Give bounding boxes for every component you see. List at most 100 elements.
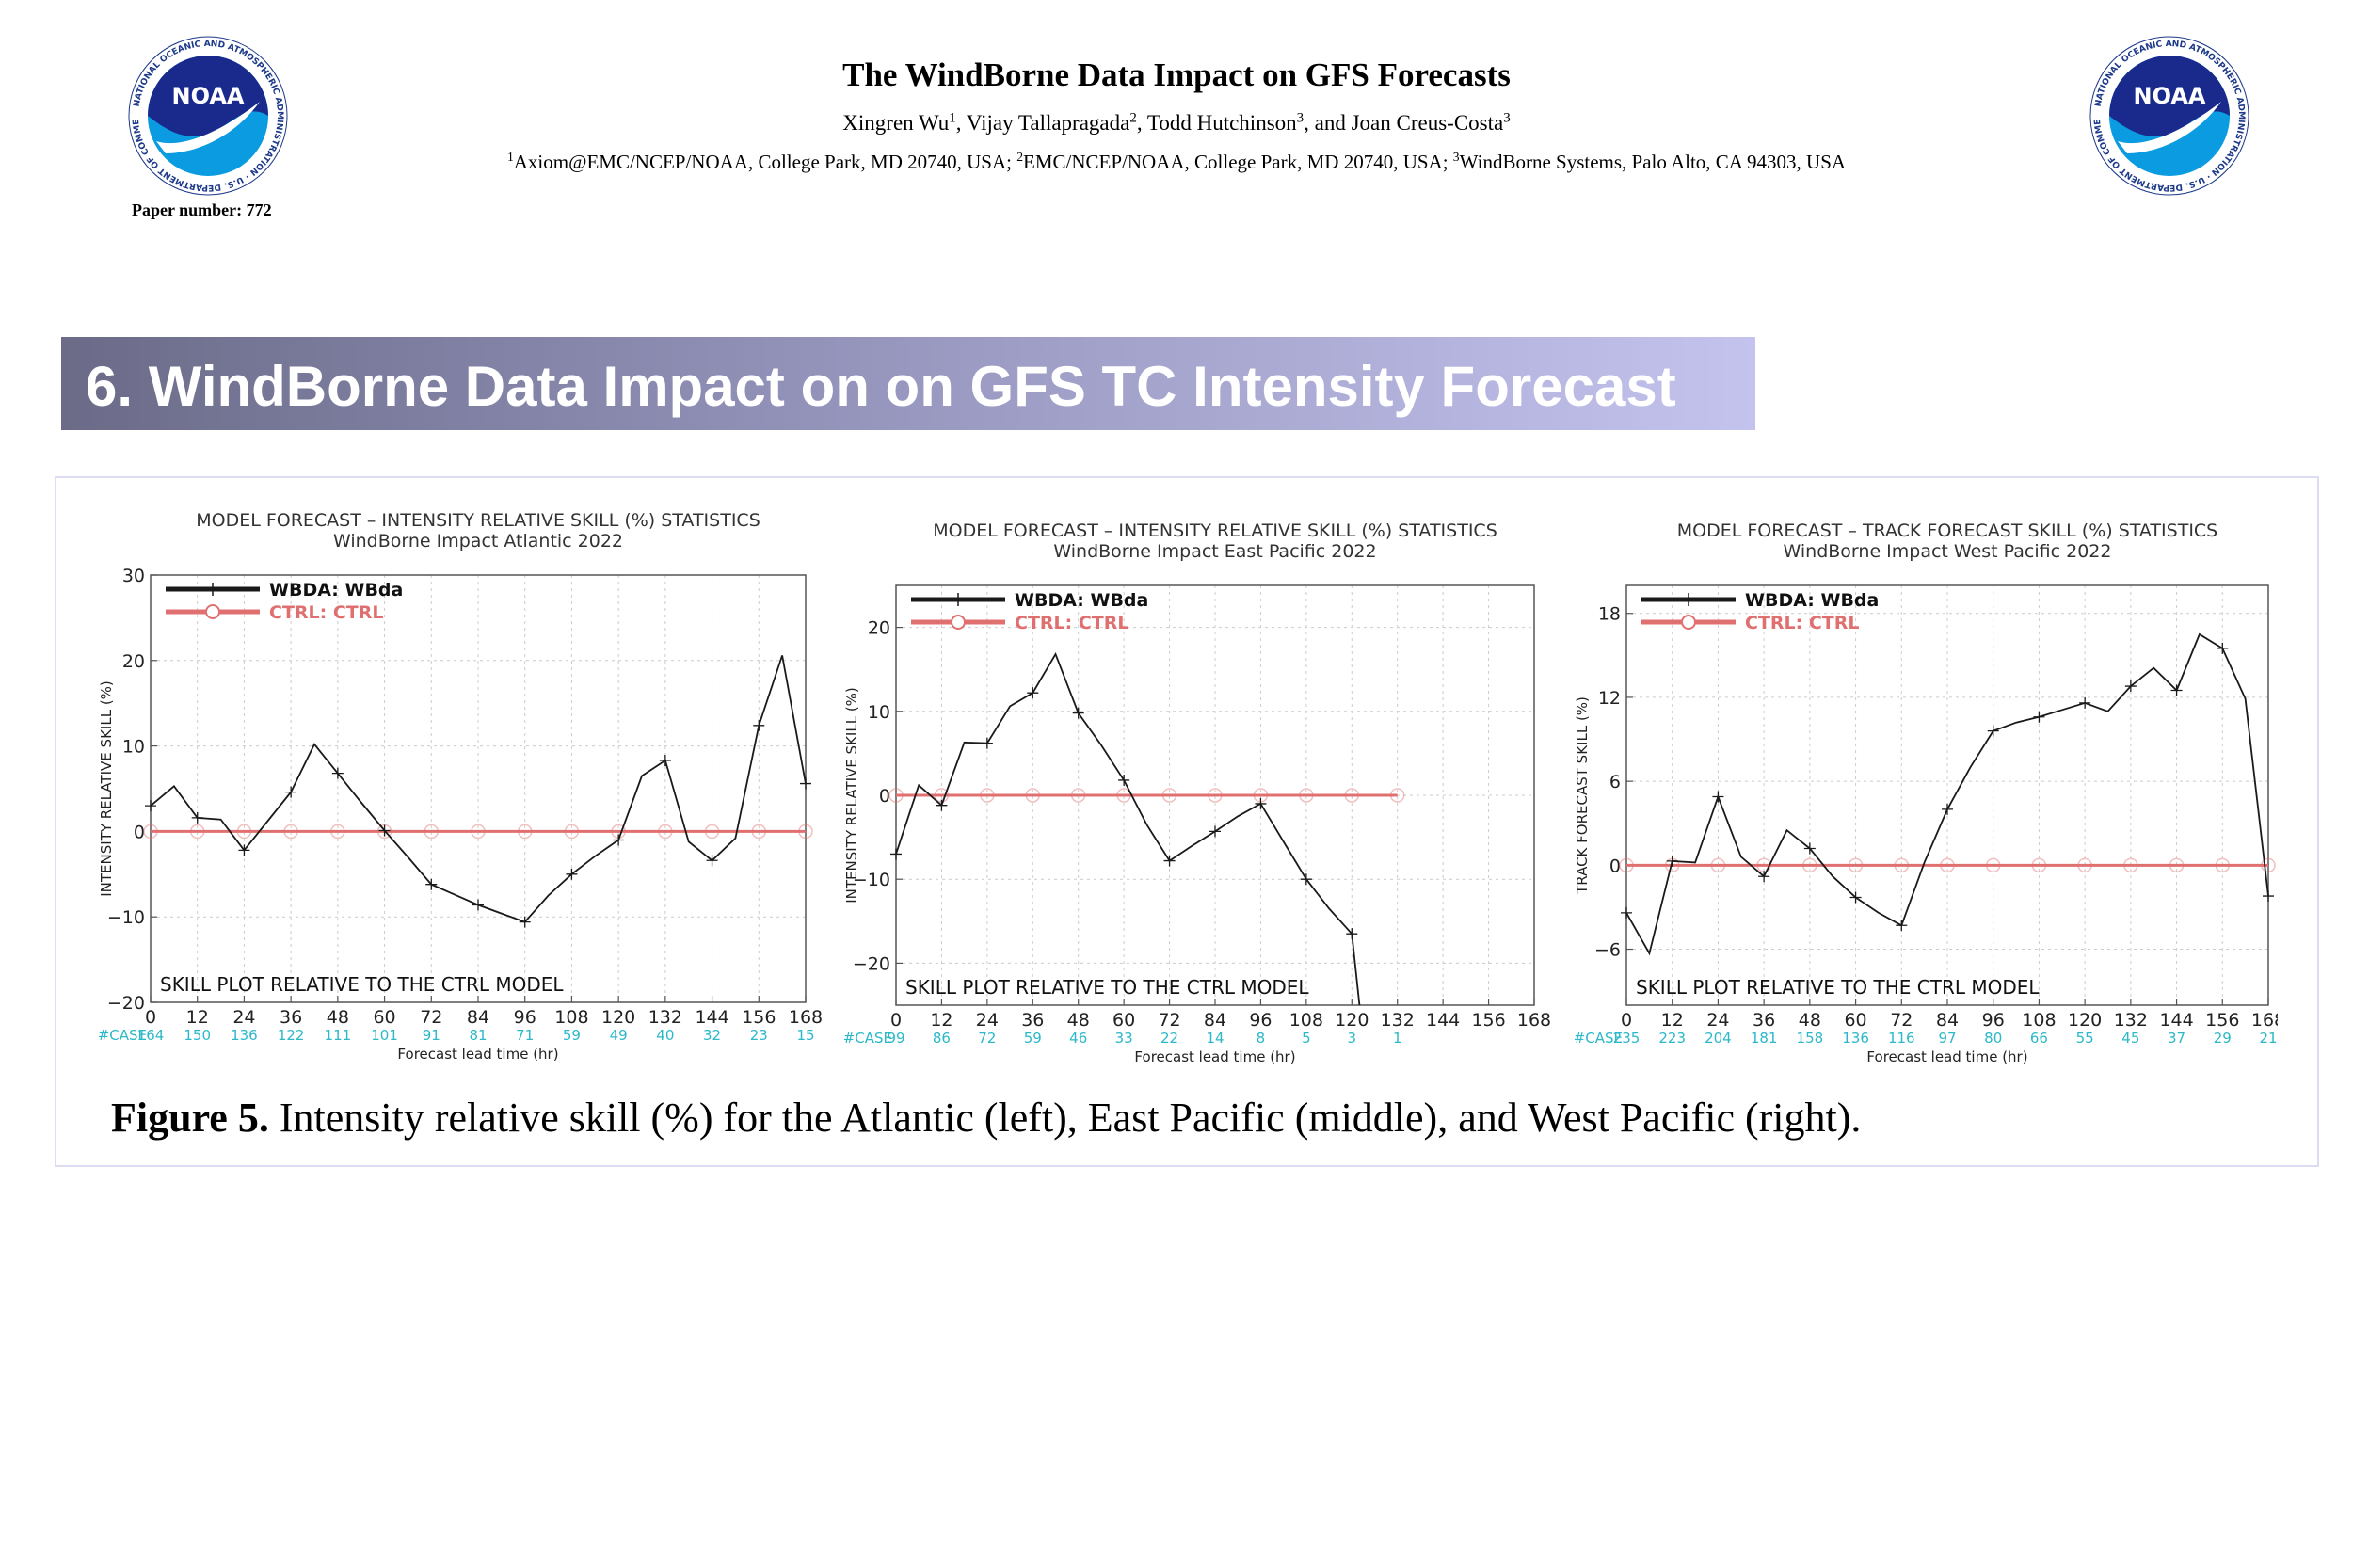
case-count: 23 (750, 1027, 768, 1044)
chart-east-pacific: MODEL FORECAST – INTENSITY RELATIVE SKIL… (843, 520, 1551, 1065)
x-tick-label: 12 (1661, 1010, 1684, 1031)
legend-ctrl-label: CTRL: CTRL (1015, 613, 1129, 633)
x-tick-label: 48 (1067, 1010, 1090, 1031)
legend-ctrl-label: CTRL: CTRL (269, 602, 384, 623)
wbda-point (800, 777, 811, 790)
case-count: 81 (469, 1027, 487, 1044)
wbda-point (238, 844, 250, 856)
wbda-point (191, 811, 203, 824)
y-axis-label: INTENSITY RELATIVE SKILL (%) (98, 680, 115, 897)
wbda-point (145, 800, 156, 812)
case-count: 59 (563, 1027, 581, 1044)
x-tick-label: 120 (2068, 1010, 2102, 1031)
ctrl-point (1389, 788, 1405, 803)
ctrl-point (1344, 788, 1360, 803)
chart-subtitle: WindBorne Impact West Pacific 2022 (1784, 541, 2112, 562)
x-tick-label: 24 (232, 1007, 255, 1028)
x-tick-label: 96 (514, 1007, 536, 1028)
x-tick-label: 60 (1844, 1010, 1866, 1031)
ctrl-point (517, 824, 533, 840)
chart-annotation: SKILL PLOT RELATIVE TO THE CTRL MODEL (160, 973, 564, 996)
x-tick-label: 48 (327, 1007, 349, 1028)
y-tick-label: −10 (853, 870, 890, 890)
case-count: 91 (423, 1027, 440, 1044)
wbda-point (613, 834, 625, 846)
wbda-point (331, 767, 344, 779)
x-tick-label: 60 (1112, 1010, 1135, 1031)
y-tick-label: −10 (107, 907, 145, 928)
case-count: 5 (1302, 1030, 1311, 1047)
wbda-point (2079, 696, 2091, 709)
case-count: 49 (610, 1027, 628, 1044)
wbda-point (566, 868, 578, 880)
x-tick-label: 96 (1982, 1010, 2005, 1031)
y-tick-label: 0 (134, 822, 145, 842)
legend-wbda-marker (952, 593, 965, 606)
wbda-point (1209, 825, 1221, 838)
legend-ctrl-marker (951, 615, 966, 630)
x-tick-label: 60 (373, 1007, 395, 1028)
legend-wbda-marker (206, 583, 219, 596)
x-tick-label: 36 (1753, 1010, 1775, 1031)
chart-atlantic: MODEL FORECAST – INTENSITY RELATIVE SKIL… (98, 510, 823, 1063)
noaa-emblem-icon: NATIONAL OCEANIC AND ATMOSPHERIC ADMINIS… (2089, 36, 2249, 196)
wbda-point (890, 848, 902, 860)
wbda-point (519, 916, 531, 928)
y-tick-label: 10 (868, 702, 890, 723)
case-count: 72 (978, 1030, 996, 1047)
case-count: 99 (887, 1030, 904, 1047)
wbda-point (659, 755, 671, 767)
case-count: 97 (1938, 1030, 1956, 1047)
ctrl-point (1894, 857, 1910, 873)
wbda-point (1027, 687, 1039, 699)
affil-mark: 3 (1452, 150, 1460, 164)
case-count: 46 (1069, 1030, 1087, 1047)
affil-text: Axiom@EMC/NCEP/NOAA, College Park, MD 20… (513, 151, 1017, 173)
x-tick-label: 132 (2114, 1010, 2148, 1031)
ctrl-point (189, 824, 205, 840)
legend-wbda-label: WBDA: WBda (1745, 590, 1879, 611)
case-count: 80 (1984, 1030, 2002, 1047)
ctrl-point (236, 824, 252, 840)
x-axis-label: Forecast lead time (hr) (397, 1046, 558, 1063)
y-tick-label: 0 (1609, 856, 1621, 876)
x-tick-label: 96 (1249, 1010, 1272, 1031)
y-axis-label: TRACK FORECAST SKILL (%) (1574, 696, 1591, 895)
x-tick-label: 0 (890, 1010, 902, 1031)
x-tick-label: 144 (1426, 1010, 1460, 1031)
case-count: 158 (1797, 1030, 1824, 1047)
ctrl-point (1299, 788, 1314, 803)
y-tick-label: −20 (107, 993, 145, 1014)
ctrl-point (424, 824, 440, 840)
y-tick-label: 20 (122, 651, 145, 672)
wbda-point (2170, 684, 2183, 696)
author-separator: , (1136, 111, 1147, 135)
case-count: 86 (933, 1030, 951, 1047)
wbda-series-line (1625, 632, 2269, 956)
legend-wbda-label: WBDA: WBda (269, 580, 403, 600)
svg-text:NOAA: NOAA (2134, 83, 2206, 109)
wbda-point (753, 719, 765, 731)
author-name: Joan Creus-Costa (1351, 111, 1504, 135)
chart-subtitle: WindBorne Impact Atlantic 2022 (333, 531, 623, 552)
case-count: 150 (184, 1027, 211, 1044)
x-tick-label: 108 (2022, 1010, 2056, 1031)
y-axis-label: INTENSITY RELATIVE SKILL (%) (843, 687, 860, 904)
wbda-point (1118, 774, 1130, 786)
ctrl-point (2261, 857, 2276, 873)
y-tick-label: 10 (122, 737, 145, 758)
x-tick-label: 108 (554, 1007, 588, 1028)
x-tick-label: 0 (145, 1007, 156, 1028)
wbda-series-line (895, 652, 1361, 1006)
ctrl-point (1802, 857, 1817, 873)
figure-box (55, 476, 2319, 1167)
chart-annotation: SKILL PLOT RELATIVE TO THE CTRL MODEL (905, 976, 1309, 999)
ctrl-point (1116, 788, 1131, 803)
ctrl-point (704, 824, 720, 840)
noaa-logo-right: NATIONAL OCEANIC AND ATMOSPHERIC ADMINIS… (2089, 36, 2249, 196)
author-affil-mark: 3 (1296, 110, 1305, 126)
ctrl-point (2169, 857, 2185, 873)
ctrl-point (283, 824, 298, 840)
x-tick-label: 0 (1621, 1010, 1632, 1031)
author-separator: , (955, 111, 967, 135)
